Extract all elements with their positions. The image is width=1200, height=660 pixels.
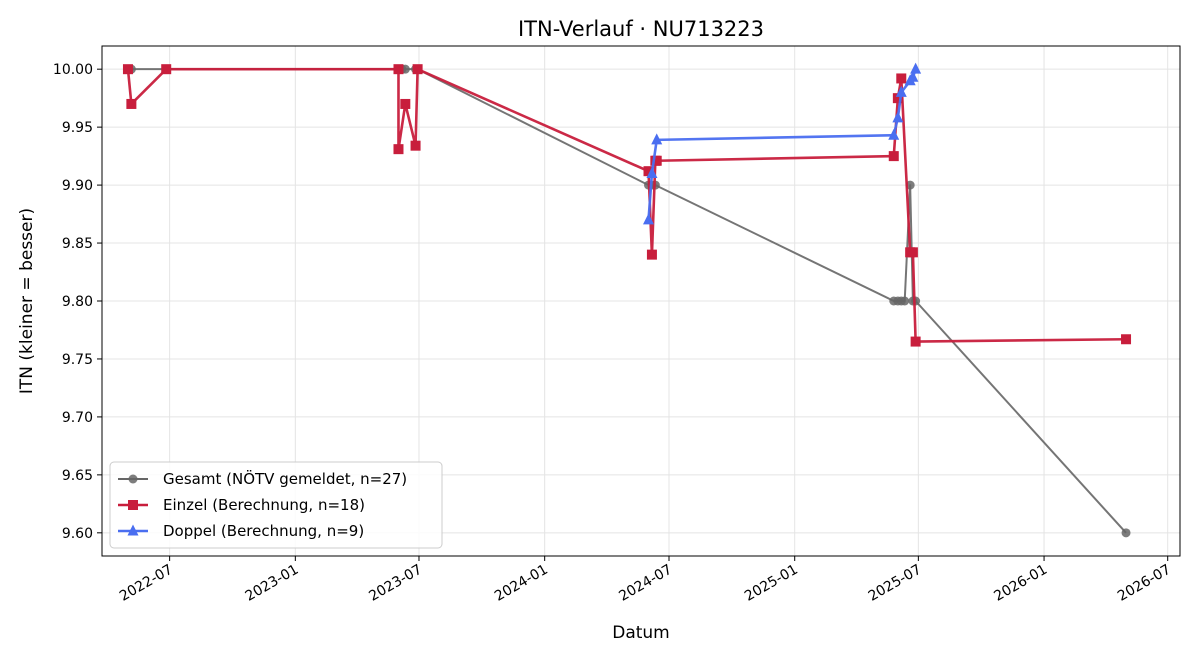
data-point (161, 64, 172, 75)
data-point (895, 85, 907, 97)
chart-title: ITN-Verlauf · NU713223 (518, 17, 764, 41)
x-tick-label: 2023-01 (243, 562, 302, 605)
data-point (646, 167, 658, 178)
y-tick-label: 9.80 (62, 294, 93, 310)
legend-label: Doppel (Berechnung, n=9) (163, 522, 364, 540)
legend-marker (127, 524, 139, 536)
legend-label: Gesamt (NÖTV gemeldet, n=27) (163, 469, 407, 488)
data-point (896, 73, 907, 84)
x-tick-label: 2024-07 (616, 562, 675, 605)
data-point (1121, 334, 1132, 345)
y-tick-label: 9.65 (62, 468, 93, 484)
data-point (393, 64, 404, 75)
y-tick-label: 9.70 (62, 410, 93, 426)
x-tick-label: 2022-07 (117, 562, 176, 605)
y-axis-label: ITN (kleiner = besser) (17, 208, 37, 394)
x-tick-label: 2023-07 (366, 562, 425, 605)
data-point (1121, 528, 1131, 538)
data-point (643, 213, 655, 225)
legend-marker (128, 500, 138, 510)
data-point (910, 62, 922, 74)
data-point (892, 93, 903, 104)
series-1 (122, 64, 1132, 347)
data-point (907, 70, 919, 82)
data-point (900, 296, 910, 306)
series-2 (643, 62, 922, 225)
legend-frame (109, 461, 443, 549)
y-tick-label: 9.60 (62, 526, 93, 542)
x-tick-label: 2025-07 (866, 562, 925, 605)
data-point (888, 128, 900, 140)
data-point (410, 140, 421, 151)
y-tick-label: 9.95 (62, 120, 93, 136)
data-point (393, 144, 404, 155)
data-point (126, 98, 137, 109)
legend-label: Einzel (Berechnung, n=18) (163, 496, 365, 514)
legend-marker (128, 474, 138, 484)
data-point (910, 336, 921, 347)
y-tick-label: 10.00 (53, 62, 93, 78)
data-point (651, 133, 663, 145)
x-tick-label: 2024-01 (492, 562, 551, 605)
x-tick-label: 2025-01 (742, 562, 801, 605)
x-axis-label: Datum (612, 623, 670, 643)
data-point (651, 155, 662, 166)
series-line (647, 68, 917, 220)
x-tick-label: 2026-07 (1115, 562, 1174, 605)
data-point (907, 247, 918, 258)
data-point (888, 151, 899, 162)
data-point (412, 64, 423, 75)
data-point (892, 111, 904, 123)
y-tick-label: 9.90 (62, 178, 93, 194)
data-point (400, 98, 411, 109)
data-point (646, 249, 657, 260)
y-tick-label: 9.75 (62, 352, 93, 368)
series-layer (122, 62, 1132, 538)
y-tick-label: 9.85 (62, 236, 93, 252)
x-tick-label: 2026-01 (991, 562, 1050, 605)
data-point (643, 166, 654, 177)
legend: Gesamt (NÖTV gemeldet, n=27) Einzel (Bere… (109, 461, 443, 549)
data-point (122, 64, 133, 75)
